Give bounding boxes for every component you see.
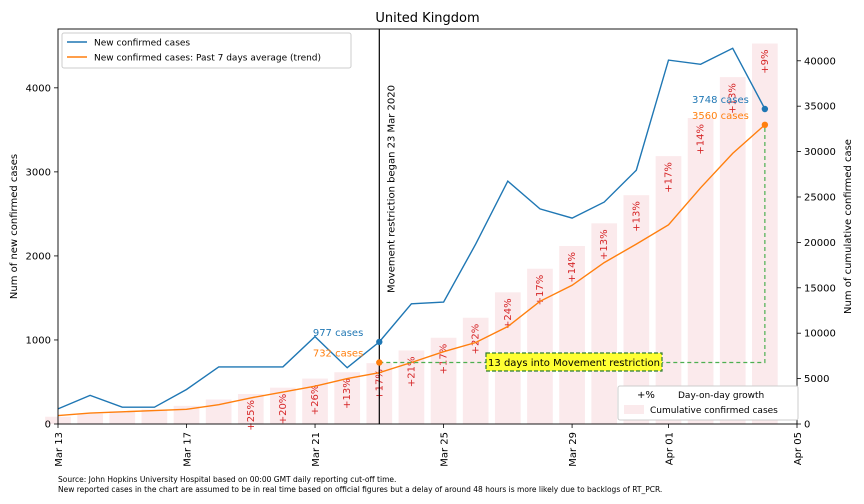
cumulative-bar [591,223,618,424]
legend-bottom-symbol: +% [637,390,655,401]
bracket-box [485,352,663,372]
y-right-tick-label: 35000 [804,102,836,113]
growth-label: +14% [696,124,707,155]
y-right-label: Num of cumulative confirmed case [843,139,854,314]
annotation-marker [761,121,769,129]
cumulative-bar [655,156,682,424]
cumulative-bar [77,413,103,424]
y-right-tick-label: 40000 [804,56,836,67]
cumulative-bar [559,246,585,424]
y-right-tick-label: 25000 [804,192,836,203]
y-right-tick-label: 5000 [804,374,829,385]
legend-top-entry: New confirmed cases: Past 7 days average… [94,54,321,64]
cumulative-bar [719,77,746,424]
growth-label: +26% [310,385,321,416]
cumulative-bar [109,411,136,424]
growth-label: +13% [599,229,610,260]
y-right-tick-label: 20000 [804,238,836,249]
growth-label: +13% [631,201,642,232]
x-tick-label: Mar 13 [54,432,65,467]
annotation-marker [376,359,383,366]
annotation-marker [376,338,383,346]
y-left-tick-label: 2000 [26,251,51,262]
y-left-tick-label: 0 [45,420,51,431]
growth-label: +14% [567,252,578,283]
legend-bottom-entry: Cumulative confirmed cases [650,406,778,416]
cumulative-bar [173,405,200,424]
cumulative-bar [687,117,714,425]
growth-label: +17% [663,162,674,193]
new-cases-line [57,47,766,410]
growth-label: +21% [406,356,417,387]
plot-frame [57,28,798,425]
cumulative-bar [462,317,489,424]
restriction-label: Movement restriction began 23 Mar 2020 [386,85,397,293]
x-tick-label: Mar 25 [440,432,451,467]
growth-label: +17% [439,344,450,375]
chart-title: United Kingdom [375,11,479,26]
growth-label: +24% [503,298,514,329]
annotation-label: 3560 cases [692,111,749,122]
y-right-tick-label: 10000 [804,329,836,340]
y-right-tick-label: 0 [804,420,810,431]
y-left-tick-label: 1000 [26,335,51,346]
cumulative-bar [527,268,553,424]
annotation-label: 977 cases [313,328,363,339]
growth-label: +20% [278,394,289,425]
legend-bottom-box [617,385,799,421]
growth-label: +13% [728,83,739,114]
x-tick-label: Apr 05 [793,432,804,465]
x-tick-label: Mar 29 [568,432,579,467]
annotation-label: 3748 cases [692,95,749,106]
trend-line [57,124,766,417]
x-tick-label: Mar 17 [183,432,194,467]
y-right-tick-label: 15000 [804,283,836,294]
annotation-marker [761,105,769,113]
footnote-delay: New reported cases in the chart are assu… [58,485,663,494]
growth-label: +22% [471,324,482,355]
growth-label: +13% [342,378,353,409]
legend-bottom-entry: Day-on-day growth [678,391,764,401]
y-left-tick-label: 4000 [26,83,51,94]
annotation-label: 732 cases [313,348,363,359]
y-left-tick-label: 3000 [26,167,51,178]
cumulative-bar [141,409,168,424]
y-left-label: Num of new confirmed cases [9,154,20,299]
growth-label: +17% [535,275,546,306]
legend-top-box [61,32,352,69]
x-tick-label: Apr 01 [664,432,675,465]
growth-label: +25% [246,400,257,431]
y-right-tick-label: 30000 [804,147,836,158]
footnote-source: Source: John Hopkins University Hospital… [58,475,397,484]
legend-top-entry: New confirmed cases [94,39,190,49]
growth-label: +9% [760,50,771,74]
legend-bottom-swatch [624,405,644,414]
bracket-label: 13 days into Movement restriction [488,358,660,369]
x-tick-label: Mar 21 [311,432,322,467]
